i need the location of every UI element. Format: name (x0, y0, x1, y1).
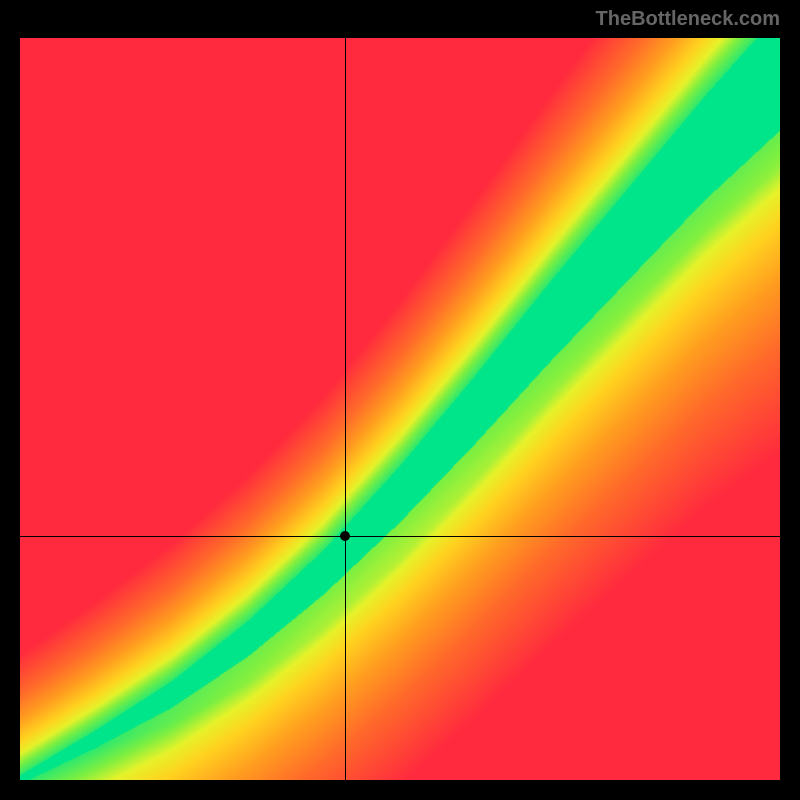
watermark-text: TheBottleneck.com (596, 8, 780, 31)
heatmap-canvas (20, 38, 780, 780)
crosshair-marker[interactable] (340, 531, 350, 541)
crosshair-horizontal (20, 536, 780, 537)
crosshair-vertical (345, 38, 346, 780)
heatmap-plot (20, 38, 780, 780)
